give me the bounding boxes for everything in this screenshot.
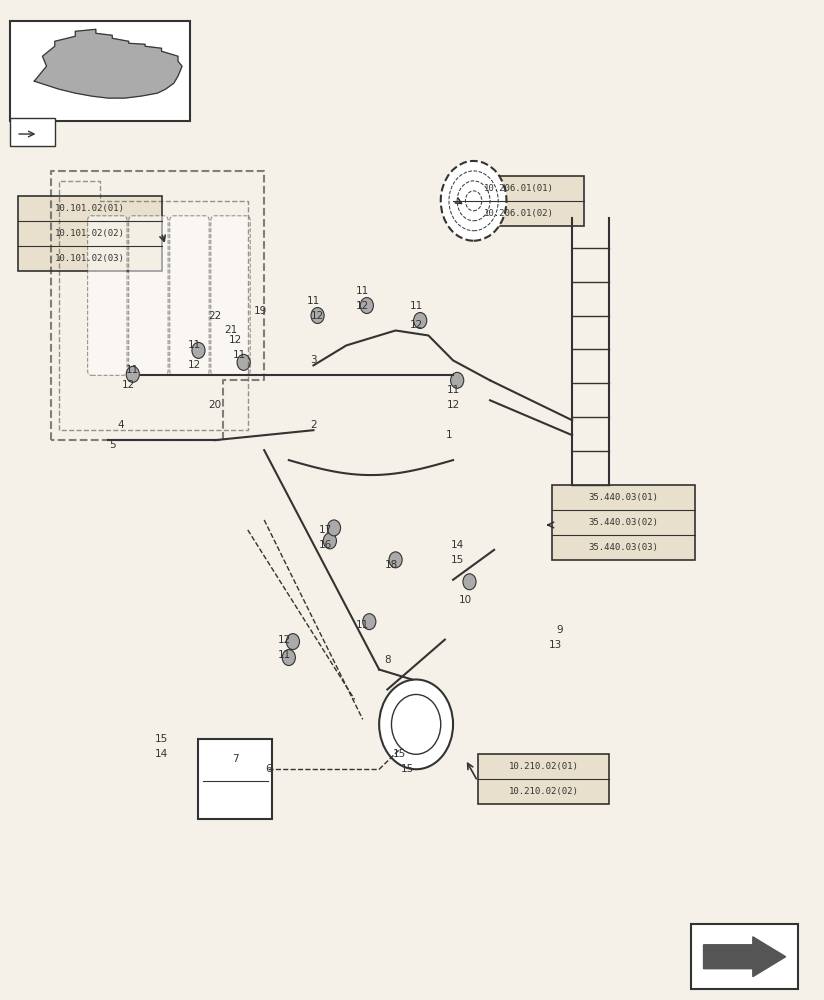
Text: 10.206.01(01): 10.206.01(01) bbox=[484, 184, 554, 193]
FancyBboxPatch shape bbox=[170, 216, 209, 375]
Text: 1: 1 bbox=[446, 430, 452, 440]
Circle shape bbox=[126, 366, 139, 382]
Text: 15: 15 bbox=[451, 555, 464, 565]
Text: 12: 12 bbox=[229, 335, 242, 345]
Circle shape bbox=[389, 552, 402, 568]
Circle shape bbox=[327, 520, 340, 536]
Text: 16: 16 bbox=[319, 540, 332, 550]
FancyBboxPatch shape bbox=[87, 216, 127, 375]
FancyBboxPatch shape bbox=[478, 754, 609, 804]
Text: 12: 12 bbox=[410, 320, 423, 330]
FancyBboxPatch shape bbox=[453, 176, 584, 226]
Text: 19: 19 bbox=[254, 306, 267, 316]
Text: 11: 11 bbox=[410, 301, 423, 311]
Text: 13: 13 bbox=[549, 640, 562, 650]
FancyBboxPatch shape bbox=[18, 196, 162, 271]
Text: 10.101.02(03): 10.101.02(03) bbox=[54, 254, 124, 263]
FancyBboxPatch shape bbox=[129, 216, 168, 375]
Text: 20: 20 bbox=[208, 400, 222, 410]
Text: 11: 11 bbox=[278, 650, 292, 660]
Text: 12: 12 bbox=[188, 360, 201, 370]
Text: 11: 11 bbox=[307, 296, 320, 306]
Text: 15: 15 bbox=[401, 764, 414, 774]
FancyBboxPatch shape bbox=[10, 21, 190, 121]
Text: 10.210.02(02): 10.210.02(02) bbox=[508, 787, 578, 796]
Text: 10.101.02(02): 10.101.02(02) bbox=[54, 229, 124, 238]
Text: 11: 11 bbox=[447, 385, 460, 395]
Circle shape bbox=[237, 354, 250, 370]
Polygon shape bbox=[704, 937, 785, 977]
FancyBboxPatch shape bbox=[211, 216, 250, 375]
Text: 9: 9 bbox=[556, 625, 563, 635]
Text: 14: 14 bbox=[451, 540, 464, 550]
Text: 21: 21 bbox=[225, 325, 238, 335]
Text: 12: 12 bbox=[122, 380, 135, 390]
Circle shape bbox=[441, 161, 507, 241]
Text: 10.210.02(01): 10.210.02(01) bbox=[508, 762, 578, 771]
Text: 15: 15 bbox=[393, 749, 406, 759]
Text: 8: 8 bbox=[384, 655, 391, 665]
Text: 5: 5 bbox=[109, 440, 115, 450]
Circle shape bbox=[463, 574, 476, 590]
Text: 22: 22 bbox=[208, 311, 222, 321]
Text: 3: 3 bbox=[310, 355, 316, 365]
Text: 35.440.03(02): 35.440.03(02) bbox=[588, 518, 658, 527]
Text: 10.101.02(01): 10.101.02(01) bbox=[54, 204, 124, 213]
Text: 35.440.03(03): 35.440.03(03) bbox=[588, 543, 658, 552]
Text: 11: 11 bbox=[356, 620, 369, 630]
Circle shape bbox=[414, 313, 427, 328]
Text: 15: 15 bbox=[155, 734, 168, 744]
Text: 10.206.01(02): 10.206.01(02) bbox=[484, 209, 554, 218]
Text: 14: 14 bbox=[155, 749, 168, 759]
Text: 12: 12 bbox=[311, 311, 324, 321]
Text: 4: 4 bbox=[117, 420, 124, 430]
Text: 12: 12 bbox=[356, 301, 369, 311]
Text: 7: 7 bbox=[232, 754, 239, 764]
FancyBboxPatch shape bbox=[551, 485, 695, 560]
Text: 18: 18 bbox=[385, 560, 398, 570]
Circle shape bbox=[451, 372, 464, 388]
Text: 11: 11 bbox=[233, 350, 246, 360]
FancyBboxPatch shape bbox=[691, 924, 798, 989]
FancyBboxPatch shape bbox=[10, 118, 54, 146]
Text: 10: 10 bbox=[459, 595, 472, 605]
Circle shape bbox=[363, 614, 376, 630]
Text: 12: 12 bbox=[278, 635, 292, 645]
Text: 6: 6 bbox=[265, 764, 272, 774]
Text: 35.440.03(01): 35.440.03(01) bbox=[588, 493, 658, 502]
Circle shape bbox=[283, 650, 295, 666]
FancyBboxPatch shape bbox=[199, 739, 273, 819]
Circle shape bbox=[192, 342, 205, 358]
Circle shape bbox=[360, 298, 373, 314]
Polygon shape bbox=[35, 29, 182, 98]
Text: 11: 11 bbox=[188, 340, 201, 350]
Circle shape bbox=[311, 308, 324, 323]
Text: 17: 17 bbox=[319, 525, 332, 535]
Text: 2: 2 bbox=[310, 420, 316, 430]
Text: 12: 12 bbox=[447, 400, 460, 410]
Text: 11: 11 bbox=[356, 286, 369, 296]
Circle shape bbox=[323, 533, 336, 549]
Circle shape bbox=[287, 634, 299, 650]
Text: 11: 11 bbox=[126, 365, 139, 375]
Circle shape bbox=[379, 680, 453, 769]
